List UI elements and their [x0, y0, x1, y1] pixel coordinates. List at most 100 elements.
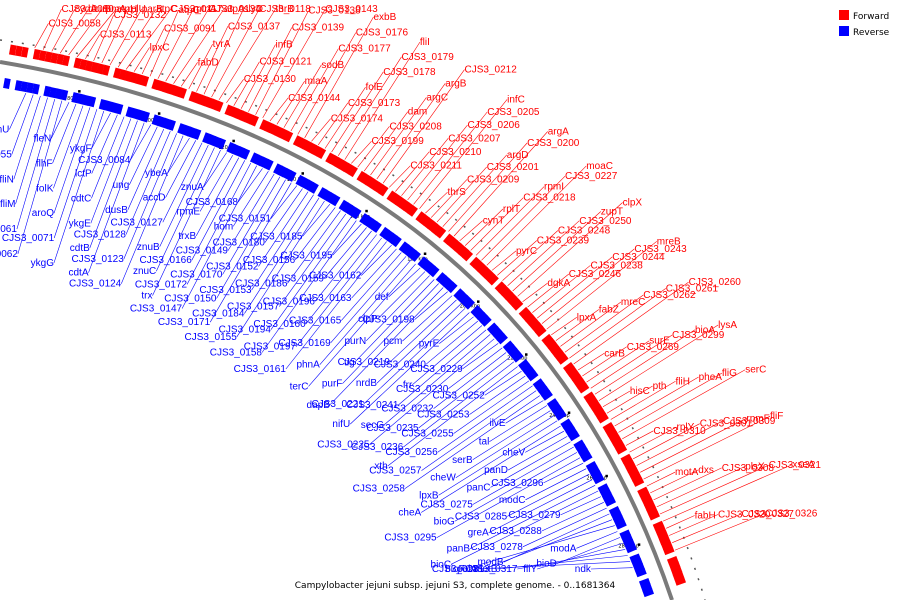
- gene-label: argB: [445, 78, 466, 89]
- scale-tick: [605, 474, 608, 478]
- gene-label: xth: [374, 461, 387, 472]
- gene-label: CJS3_0244: [612, 252, 665, 263]
- label-leader-line: [525, 430, 565, 453]
- forward-gene: [654, 525, 667, 536]
- label-leader-line: [602, 390, 631, 408]
- gene-label: CJS3_0166: [140, 255, 193, 266]
- reverse-gene: [555, 410, 567, 421]
- gene-label: CJS3_0055: [0, 149, 12, 160]
- label-leader-line: [211, 8, 260, 98]
- gene-label: phnA: [296, 360, 320, 371]
- label-leader-line: [395, 151, 430, 192]
- label-leader-line: [560, 496, 602, 516]
- forward-gene: [446, 236, 458, 249]
- label-leader-line: [9, 92, 27, 130]
- reverse-gene: [277, 165, 288, 178]
- reverse-gene: [512, 351, 524, 363]
- gene-label: CJS3_0158: [210, 348, 263, 359]
- gene-label: CJS3_0130: [244, 74, 297, 85]
- label-leader-line: [656, 466, 746, 508]
- forward-gene: [565, 366, 578, 377]
- gene-label: CJS3_0250: [579, 216, 632, 227]
- label-leader-line: [454, 452, 578, 522]
- gene-label: fliF: [770, 411, 783, 422]
- label-leader-line: [376, 303, 462, 384]
- gene-label: CJS3_0198: [362, 315, 415, 326]
- reverse-gene: [524, 366, 536, 378]
- reverse-gene: [371, 221, 382, 233]
- gene-label: nrdB: [356, 378, 377, 389]
- reverse-gene: [535, 382, 548, 393]
- forward-gene: [597, 413, 609, 424]
- label-leader-line: [614, 376, 699, 427]
- gene-label: CJS3_0218: [523, 193, 576, 204]
- gene-label: rplY: [677, 422, 695, 433]
- forward-gene: [198, 94, 208, 107]
- reverse-gene: [611, 510, 623, 521]
- label-leader-line: [11, 94, 34, 155]
- reverse-gene: [60, 89, 69, 101]
- label-leader-line: [165, 140, 197, 198]
- gene-label: CJS3_0160: [253, 319, 306, 330]
- gene-label: plsX: [745, 461, 765, 472]
- gene-label: fabD: [198, 57, 219, 68]
- gene-label: CJS3_0179: [402, 52, 455, 63]
- forward-gene: [188, 90, 198, 103]
- reverse-gene: [518, 359, 530, 370]
- label-leader-line: [130, 124, 152, 161]
- gene-label: infC: [507, 94, 525, 105]
- forward-gene: [511, 299, 524, 311]
- gene-label: hom: [214, 221, 233, 232]
- gene-label: CJS3_0301: [700, 419, 753, 430]
- forward-gene: [641, 496, 654, 506]
- label-leader-line: [469, 485, 596, 549]
- gene-label: fliH: [676, 376, 690, 387]
- gene-label: thrB: [276, 4, 295, 15]
- label-leader-line: [294, 207, 336, 261]
- forward-gene: [594, 408, 607, 420]
- gene-label: znuA: [181, 182, 204, 193]
- label-leader-line: [484, 519, 613, 570]
- gene-label: CJS3_0161: [234, 364, 287, 375]
- label-leader-line: [276, 81, 305, 125]
- reverse-gene: [538, 386, 551, 397]
- forward-gene: [521, 310, 534, 322]
- gene-label: CJS3_0288: [490, 526, 543, 537]
- forward-gene: [386, 190, 398, 203]
- gene-label: CJS3_0178: [383, 67, 436, 78]
- reverse-gene: [588, 465, 600, 476]
- reverse-gene: [428, 265, 440, 278]
- label-leader-line: [560, 301, 622, 347]
- label-leader-line: [488, 479, 593, 533]
- gene-label: exbB: [374, 12, 397, 23]
- gene-label: purN: [345, 336, 367, 347]
- gene-label: CJS3_0252: [433, 390, 486, 401]
- label-leader-line: [470, 197, 524, 251]
- forward-gene: [588, 400, 601, 411]
- forward-gene: [508, 295, 520, 308]
- label-leader-line: [674, 513, 766, 551]
- gene-label: parB: [142, 4, 163, 15]
- reverse-gene: [640, 583, 653, 593]
- gene-label: rpmI: [544, 182, 564, 193]
- reverse-gene: [14, 80, 23, 92]
- label-leader-line: [51, 8, 76, 52]
- reverse-gene: [282, 167, 293, 180]
- gene-label: sodB: [321, 60, 344, 71]
- label-leader-line: [412, 325, 483, 386]
- gene-label: CJS3_0232: [381, 404, 434, 415]
- gene-label: CJS3_0128: [74, 230, 127, 241]
- forward-gene: [670, 566, 683, 576]
- label-leader-line: [537, 256, 613, 319]
- gene-label: argA: [548, 127, 569, 138]
- forward-gene: [571, 374, 584, 386]
- reverse-gene: [49, 87, 57, 99]
- reverse-gene: [406, 247, 418, 259]
- reverse-gene: [216, 138, 227, 150]
- scale-label: 140 kbp: [287, 177, 307, 183]
- label-leader-line: [186, 162, 252, 285]
- label-leader-line: [251, 194, 314, 291]
- forward-gene: [591, 404, 604, 415]
- gene-label: CJS3_0212: [465, 65, 518, 76]
- gene-label: CJS3_0061: [0, 224, 17, 235]
